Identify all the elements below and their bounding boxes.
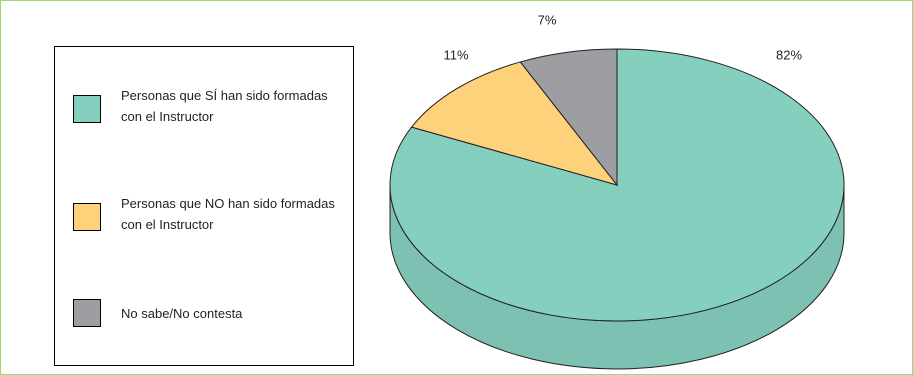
- legend-label-no-sabe: No sabe/No contesta: [121, 306, 243, 321]
- legend-label-no-formadas: Personas que NO han sido formadas con el…: [121, 196, 335, 232]
- pie-slice-no-sabe-no-contesta: [519, 48, 618, 187]
- legend-swatch-si-formadas: [73, 95, 101, 123]
- pie-label-personas-que-si-han-sido-formadas-con-el-instructor: 82%: [776, 47, 802, 62]
- pie-label-no-sabe-no-contesta: 7%: [538, 12, 557, 27]
- legend-swatch-no-formadas: [73, 203, 101, 231]
- legend: Personas que SÍ han sido formadas con el…: [54, 46, 354, 366]
- pie-percentage-labels: 82% 11% 7%: [443, 12, 802, 62]
- pie-slice-personas-que-si-han-sido-formadas-con-el-instructor: [389, 48, 845, 322]
- pie-slice-personas-que-no-han-sido-formadas-con-el-instructor: [410, 61, 619, 186]
- legend-label-si-formadas: Personas que SÍ han sido formadas con el…: [121, 88, 328, 124]
- pie-label-personas-que-no-han-sido-formadas-con-el-instructor: 11%: [443, 47, 468, 62]
- pie-slices: [389, 48, 845, 370]
- legend-swatch-no-sabe: [73, 299, 101, 327]
